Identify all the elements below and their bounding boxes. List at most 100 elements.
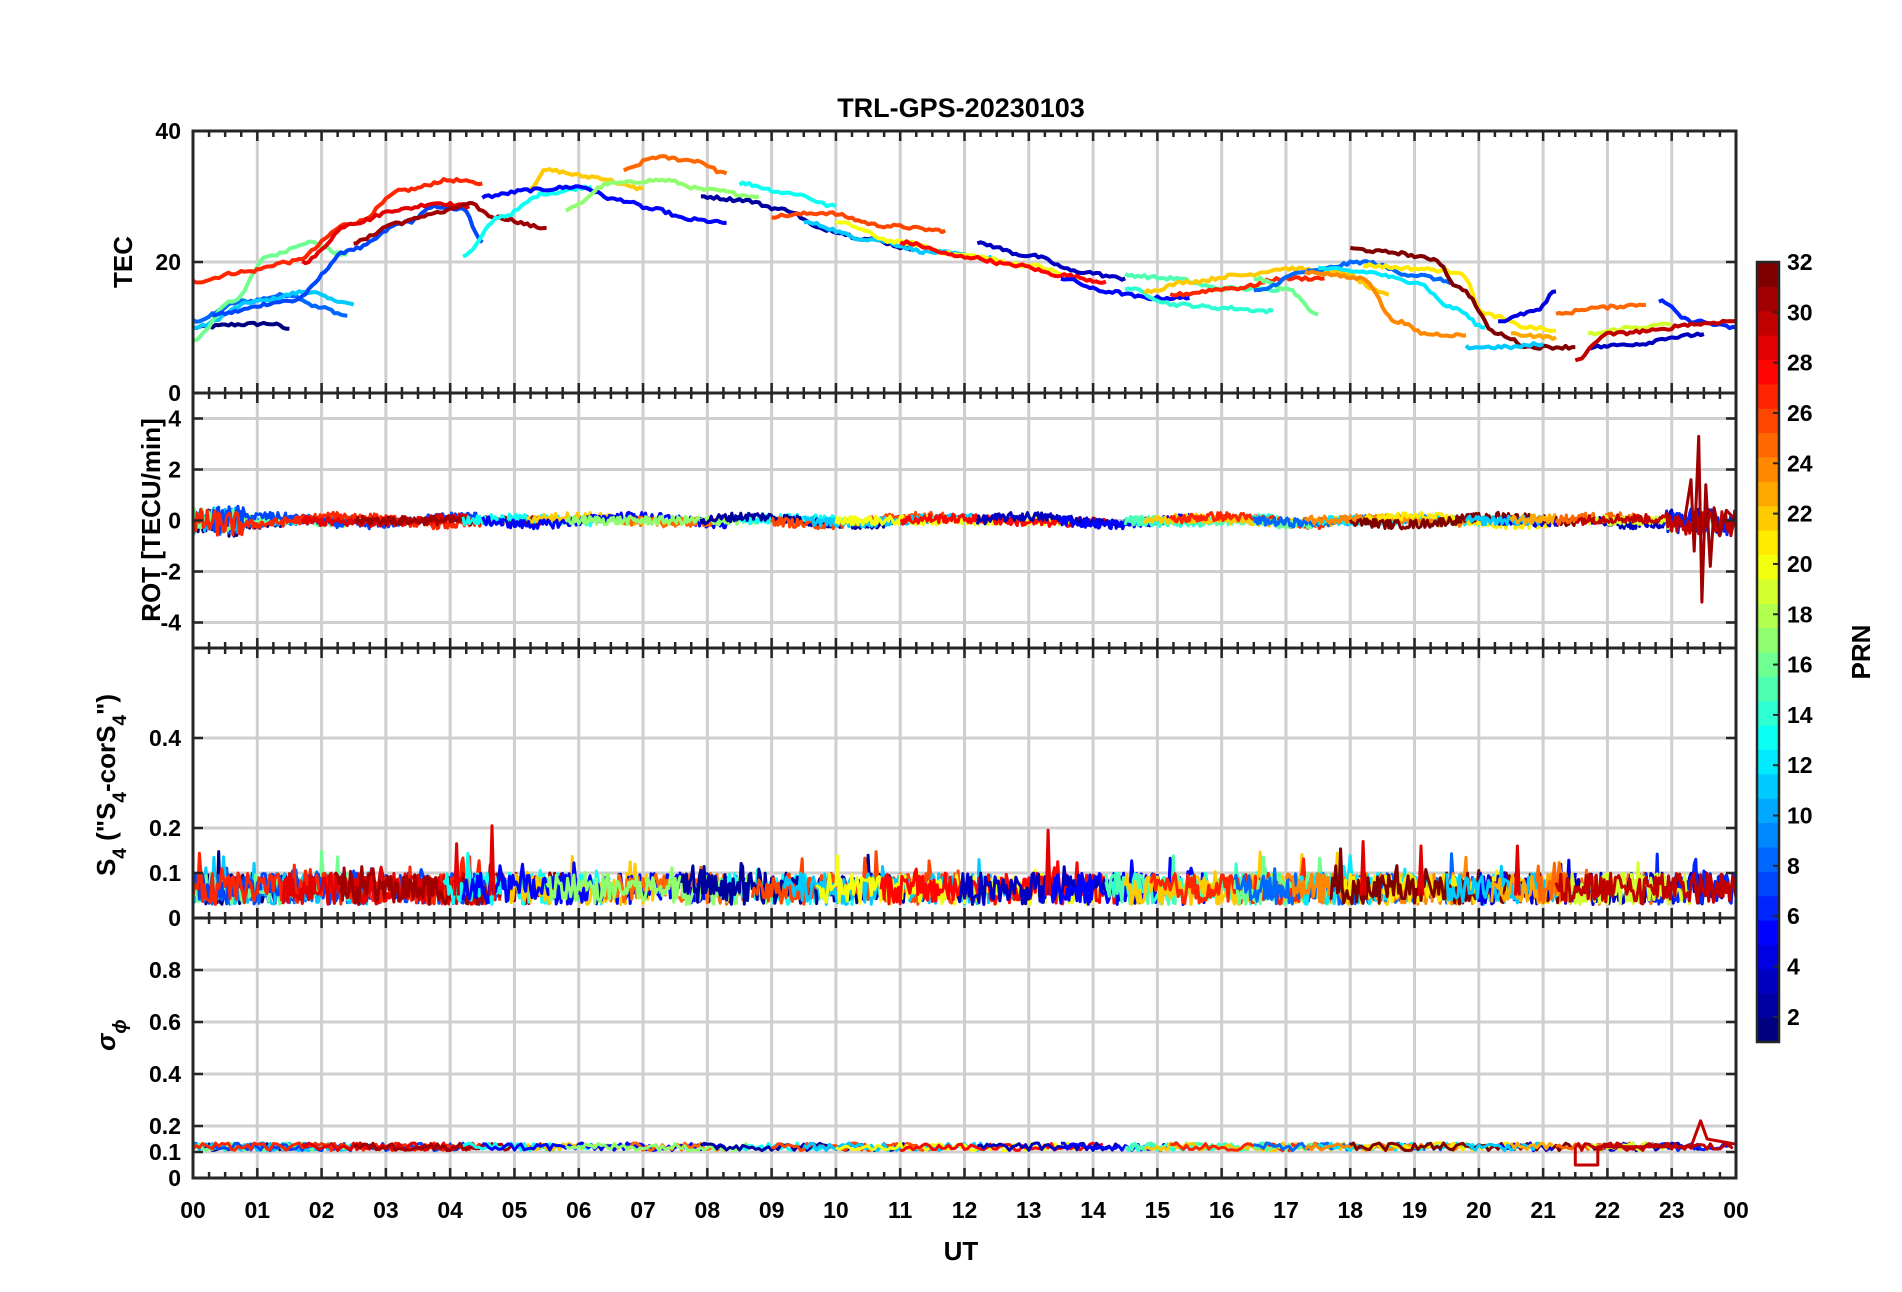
colorbar-cell <box>1757 1017 1779 1043</box>
series-line <box>1587 321 1672 337</box>
series-line <box>1253 275 1319 317</box>
x-tick-label: 15 <box>1145 1197 1171 1223</box>
series-line <box>1658 298 1737 331</box>
rot-series <box>191 434 1738 604</box>
x-tick-label: 12 <box>952 1197 978 1223</box>
x-tick-label: 21 <box>1530 1197 1556 1223</box>
colorbar-tick-label: 30 <box>1787 299 1813 325</box>
colorbar-tick-label: 28 <box>1787 350 1813 376</box>
colorbar-tick-label: 26 <box>1787 400 1813 426</box>
series-line <box>1253 259 1454 293</box>
series-line <box>1464 341 1544 351</box>
colorbar-cell <box>1757 895 1779 921</box>
y-tick-label: -2 <box>161 559 181 585</box>
series-line <box>1514 844 1521 896</box>
x-tick-label: 03 <box>373 1197 399 1223</box>
y-tick-label: 20 <box>155 249 181 275</box>
series-line <box>899 239 1107 285</box>
x-tick-label: 00 <box>1723 1197 1749 1223</box>
series-line <box>771 210 947 235</box>
series-line <box>771 1141 944 1153</box>
series-line <box>1574 1141 1734 1152</box>
y-tick-label: 0 <box>168 905 181 931</box>
y-tick-label: 0.2 <box>149 1113 181 1139</box>
series-line <box>976 240 1126 282</box>
colorbar-cell <box>1757 408 1779 434</box>
x-tick-label: 07 <box>630 1197 656 1223</box>
colorbar-cell <box>1757 920 1779 945</box>
x-tick-label: 08 <box>695 1197 721 1223</box>
series-line <box>1318 266 1486 330</box>
x-tick-label: 04 <box>437 1197 463 1223</box>
series-line <box>565 1141 756 1153</box>
y-tick-label: 0 <box>168 508 181 534</box>
series-line <box>1587 331 1705 351</box>
series-line <box>977 1141 1123 1152</box>
series-line <box>191 507 484 537</box>
y-tick-label: 2 <box>168 457 181 483</box>
x-tick-label: 14 <box>1080 1197 1106 1223</box>
series-line <box>1555 302 1647 316</box>
colorbar-tick-label: 14 <box>1787 702 1813 728</box>
colorbar-tick-label: 32 <box>1787 249 1813 275</box>
series-line <box>1169 274 1325 298</box>
series-line <box>1510 331 1557 341</box>
x-tick-label: 11 <box>888 1197 913 1223</box>
rot-y-label: ROT [TECU/min] <box>136 418 166 622</box>
y-tick-label: -4 <box>161 610 182 636</box>
colorbar-cell <box>1757 725 1779 750</box>
series-line <box>193 239 349 342</box>
y-tick-label: 0.1 <box>149 1139 181 1165</box>
s4-y-label: S4 ("S4-corS4") <box>91 694 131 876</box>
colorbar-cell <box>1757 481 1779 507</box>
colorbar-tick-label: 6 <box>1787 903 1800 929</box>
colorbar-cell <box>1757 944 1779 970</box>
x-tick-label: 22 <box>1595 1197 1621 1223</box>
colorbar-cell <box>1757 700 1779 726</box>
colorbar-cell <box>1757 652 1779 677</box>
colorbar-cell <box>1757 286 1779 312</box>
x-tick-label: 10 <box>823 1197 849 1223</box>
series-line <box>1573 1119 1737 1167</box>
x-tick-label: 01 <box>244 1197 270 1223</box>
x-tick-label: 13 <box>1016 1197 1042 1223</box>
colorbar-label: PRN <box>1846 625 1876 680</box>
y-tick-label: 0.6 <box>149 1009 181 1035</box>
x-axis-label: UT <box>944 1236 979 1266</box>
colorbar-tick-label: 10 <box>1787 803 1813 829</box>
series-line <box>1362 262 1556 333</box>
series-line <box>1060 276 1190 302</box>
series-line <box>353 201 547 246</box>
series-line <box>1417 844 1425 896</box>
tec-series <box>191 154 1737 363</box>
sigma-phi-series <box>191 1119 1737 1167</box>
x-tick-label: 00 <box>180 1197 206 1223</box>
sigma-phi-y-label: σϕ <box>91 1019 131 1051</box>
colorbar-tick-label: 24 <box>1787 450 1813 476</box>
rot-frame: -4 -2 0 2 4 <box>161 391 1738 650</box>
colorbar-cell <box>1757 457 1779 482</box>
colorbar-cell <box>1757 847 1779 872</box>
series-line <box>545 866 778 906</box>
colorbar-tick-label: 12 <box>1787 752 1813 778</box>
series-line <box>212 203 484 318</box>
y-tick-label: 0.4 <box>149 1061 181 1087</box>
x-tick-label: 06 <box>566 1197 592 1223</box>
colorbar-tick-label: 16 <box>1787 652 1813 678</box>
colorbar-cell <box>1757 603 1779 629</box>
colorbar-cell <box>1757 335 1779 360</box>
colorbar-cell <box>1757 432 1779 458</box>
tec-panel: 0 20 40 <box>155 118 1738 406</box>
series-line <box>301 200 471 266</box>
series-line <box>481 184 727 225</box>
series-line <box>1498 289 1557 324</box>
series-line <box>192 289 355 330</box>
series-line <box>300 512 470 529</box>
colorbar-tick-label: 4 <box>1787 954 1800 980</box>
series-line <box>1683 434 1738 604</box>
x-tick-label: 17 <box>1273 1197 1299 1223</box>
x-tick-label: 09 <box>759 1197 785 1223</box>
x-tick-label: 19 <box>1402 1197 1428 1223</box>
colorbar-cell <box>1757 871 1779 897</box>
colorbar-cell <box>1757 554 1779 580</box>
